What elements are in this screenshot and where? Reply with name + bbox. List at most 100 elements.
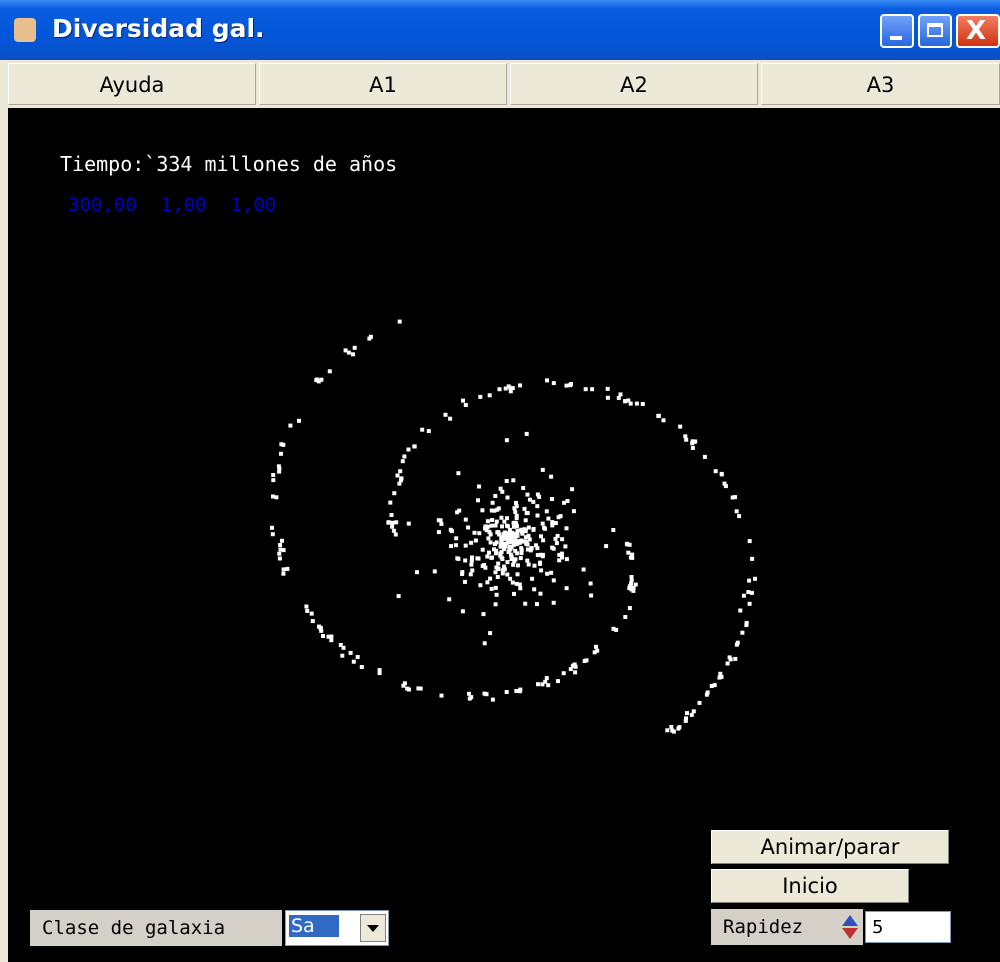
- minimize-button[interactable]: [880, 14, 914, 48]
- star: [510, 386, 515, 391]
- star: [276, 464, 281, 469]
- star: [386, 520, 391, 525]
- spinner[interactable]: [841, 914, 859, 940]
- menu-item[interactable]: A1: [259, 63, 507, 105]
- star: [493, 523, 498, 528]
- star: [488, 631, 493, 636]
- star: [572, 662, 577, 667]
- speed-label: Rapidez: [723, 916, 804, 938]
- star: [629, 575, 634, 579]
- star: [351, 659, 356, 664]
- star: [506, 384, 511, 389]
- star: [507, 527, 512, 532]
- star: [392, 491, 397, 496]
- star: [477, 531, 482, 536]
- star: [466, 525, 471, 530]
- combo-arrow[interactable]: [360, 914, 386, 942]
- star: [753, 576, 757, 581]
- star: [449, 544, 454, 549]
- star: [588, 581, 593, 586]
- star: [543, 679, 548, 684]
- star: [704, 692, 709, 697]
- speed-input[interactable]: 5: [865, 911, 951, 943]
- reset-button[interactable]: Inicio: [711, 869, 909, 903]
- star: [305, 608, 310, 613]
- star: [525, 547, 530, 552]
- star: [327, 369, 332, 374]
- star: [277, 551, 282, 556]
- star: [553, 521, 558, 526]
- menu-item[interactable]: A2: [510, 63, 758, 105]
- star: [560, 537, 565, 542]
- star: [480, 547, 485, 552]
- star: [271, 478, 276, 483]
- star: [524, 541, 529, 546]
- param: 300,00: [68, 194, 137, 216]
- star: [341, 645, 346, 650]
- star: [457, 508, 462, 513]
- star: [508, 536, 513, 541]
- star: [487, 550, 491, 555]
- maximize-button[interactable]: [918, 14, 952, 48]
- star: [492, 547, 496, 552]
- star: [309, 611, 314, 616]
- star: [519, 546, 524, 551]
- star: [415, 570, 419, 575]
- star: [538, 552, 543, 557]
- star: [398, 469, 403, 474]
- star: [582, 659, 587, 663]
- star: [592, 650, 597, 655]
- star: [279, 451, 283, 456]
- star: [486, 524, 491, 529]
- star: [524, 511, 529, 516]
- star: [443, 412, 448, 417]
- star: [485, 554, 490, 559]
- star: [570, 487, 575, 492]
- star: [511, 524, 516, 529]
- animate-button[interactable]: Animar/parar: [711, 830, 949, 864]
- star: [483, 565, 488, 570]
- star: [531, 527, 536, 532]
- star: [510, 530, 515, 535]
- star: [514, 521, 519, 526]
- galaxy-class-combo[interactable]: Sa: [285, 910, 389, 946]
- menu-item[interactable]: Ayuda: [8, 63, 256, 105]
- star: [402, 681, 407, 686]
- star: [492, 508, 497, 513]
- star: [389, 513, 394, 517]
- star: [523, 529, 528, 534]
- star: [557, 558, 562, 563]
- star: [494, 551, 498, 556]
- star: [538, 561, 542, 566]
- star: [510, 580, 515, 585]
- star: [527, 497, 532, 502]
- star: [401, 683, 406, 688]
- star: [321, 634, 325, 638]
- star: [455, 510, 460, 515]
- star: [493, 494, 498, 498]
- star: [497, 532, 502, 537]
- star: [509, 557, 514, 561]
- star: [515, 563, 520, 568]
- star: [496, 566, 501, 571]
- star: [477, 484, 481, 489]
- close-button[interactable]: X: [956, 14, 1000, 48]
- star: [540, 467, 545, 472]
- star: [487, 529, 492, 534]
- star: [412, 444, 417, 449]
- star: [270, 525, 274, 530]
- star: [564, 586, 569, 591]
- star: [559, 551, 564, 556]
- star: [277, 469, 282, 474]
- star: [733, 656, 738, 661]
- star: [535, 553, 540, 558]
- star: [454, 543, 458, 548]
- star: [390, 524, 395, 529]
- star: [565, 499, 570, 503]
- menu-item[interactable]: A3: [761, 63, 1000, 105]
- star: [604, 544, 609, 549]
- star: [513, 531, 518, 536]
- star: [505, 532, 510, 536]
- star: [562, 500, 567, 505]
